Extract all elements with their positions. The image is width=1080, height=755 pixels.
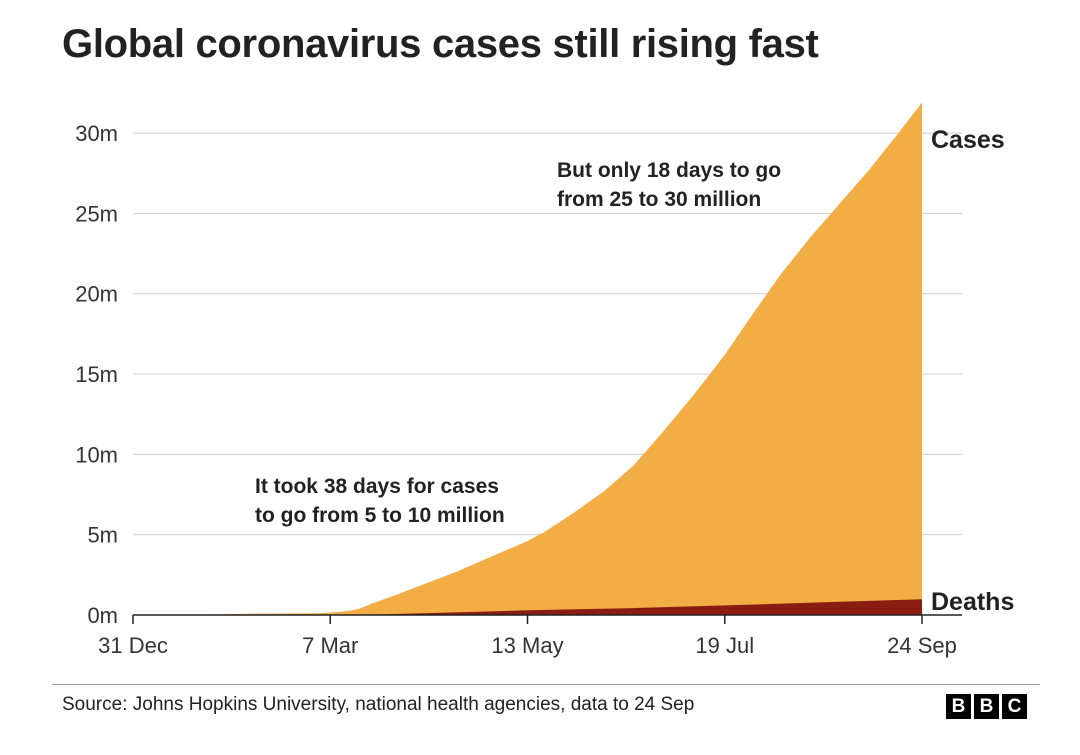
- source-note: Source: Johns Hopkins University, nation…: [62, 694, 695, 715]
- y-tick-label: 20m: [75, 282, 118, 307]
- x-tick-label: 31 Dec: [98, 633, 168, 658]
- series-labels: Cases Deaths: [931, 126, 1014, 616]
- chart-title: Global coronavirus cases still rising fa…: [62, 22, 819, 66]
- annotation-text: It took 38 days for cases to go from 5 to…: [255, 475, 505, 527]
- y-tick-label: 25m: [75, 201, 118, 226]
- logo-letter: B: [974, 694, 999, 719]
- annotations: It took 38 days for cases to go from 5 to…: [255, 159, 781, 527]
- annotation-line: It took 38 days for cases: [255, 475, 499, 498]
- annotation-line: to go from 5 to 10 million: [255, 504, 505, 527]
- gridlines: [133, 132, 962, 536]
- footer-divider: [52, 684, 1040, 685]
- series-label-cases: Cases: [931, 126, 1005, 154]
- x-tick-label: 24 Sep: [887, 633, 957, 658]
- y-tick-label: 0m: [87, 603, 118, 628]
- bbc-logo: B B C: [946, 694, 1027, 719]
- area-chart: 0m 5m 10m 15m 20m 25m 30m 31 Dec 7 Mar 13 May 19 J…: [75, 102, 1014, 658]
- y-tick-label: 5m: [87, 523, 118, 548]
- series-area-deaths: [133, 599, 922, 615]
- axes: 0m 5m 10m 15m 20m 25m 30m 31 Dec 7 Mar 13 May 19 J…: [75, 121, 962, 658]
- x-tick-label: 13 May: [491, 633, 563, 658]
- logo-letter: C: [1002, 694, 1027, 719]
- y-tick-label: 30m: [75, 121, 118, 146]
- annotation-text: But only 18 days to go from 25 to 30 mill…: [557, 159, 781, 211]
- series-area-cases: [133, 102, 922, 615]
- annotation-line: from 25 to 30 million: [557, 188, 761, 211]
- annotation-line: But only 18 days to go: [557, 159, 781, 182]
- y-tick-label: 10m: [75, 442, 118, 467]
- logo-letter: B: [946, 694, 971, 719]
- x-tick-label: 19 Jul: [695, 633, 754, 658]
- y-tick-label: 15m: [75, 362, 118, 387]
- series-label-deaths: Deaths: [931, 588, 1014, 616]
- x-tick-label: 7 Mar: [302, 633, 358, 658]
- plot-areas: [133, 102, 922, 615]
